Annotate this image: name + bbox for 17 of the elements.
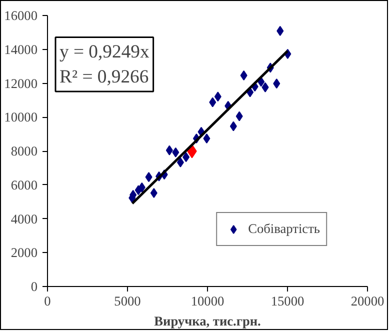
y-tick-label: 2000 bbox=[10, 245, 38, 260]
x-tick-label: 20000 bbox=[350, 294, 384, 308]
y-tick-label: 4000 bbox=[10, 211, 38, 226]
y-tick-label: 16000 bbox=[4, 8, 38, 23]
legend-label: Собівартість bbox=[248, 221, 320, 237]
annotation: y = 0,9249x R² = 0,9266 bbox=[60, 41, 150, 88]
y-tick-label: 14000 bbox=[4, 42, 38, 57]
x-axis-title: Виручка, тис.грн. bbox=[154, 314, 261, 328]
y-tick-label: 10000 bbox=[4, 110, 38, 125]
x-tick-label: 15000 bbox=[270, 294, 304, 308]
y-tick-label: 0 bbox=[30, 279, 38, 294]
x-tick-label: 10000 bbox=[190, 294, 224, 308]
x-tick-label: 5000 bbox=[114, 294, 142, 308]
x-tick-label: 0 bbox=[44, 294, 52, 308]
y-tick-label: 6000 bbox=[10, 177, 38, 192]
y-tick-label: 8000 bbox=[10, 144, 38, 158]
y-tick-label: 12000 bbox=[4, 76, 38, 91]
